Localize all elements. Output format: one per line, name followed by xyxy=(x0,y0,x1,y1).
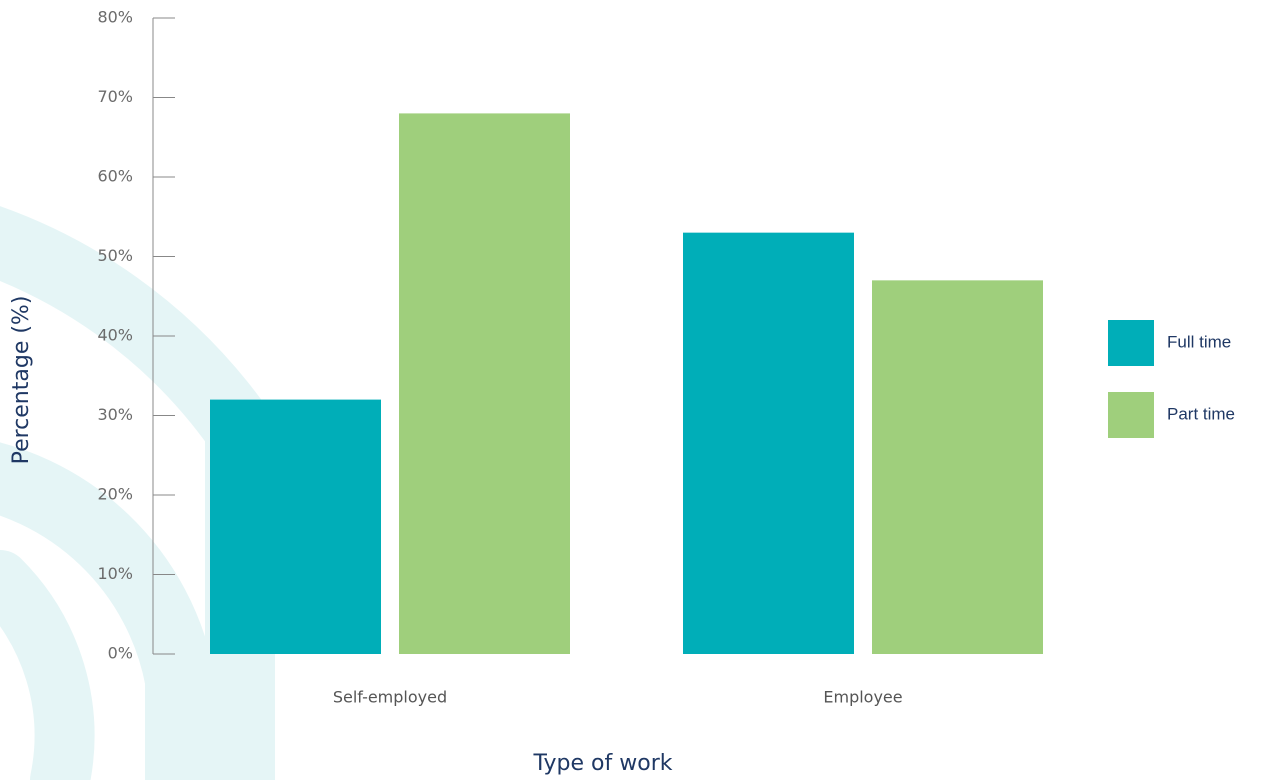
x-tick-label: Self-employed xyxy=(333,688,447,707)
y-tick-label: 50% xyxy=(97,246,133,265)
x-axis-title: Type of work xyxy=(533,751,673,776)
y-tick-label: 80% xyxy=(97,8,133,27)
bar xyxy=(872,280,1043,654)
bar xyxy=(683,232,854,654)
legend-label: Part time xyxy=(1167,404,1235,423)
y-tick-label: 20% xyxy=(97,485,133,504)
y-tick-label: 30% xyxy=(97,405,133,424)
background-decoration xyxy=(0,206,275,780)
x-tick-label: Employee xyxy=(823,688,902,707)
bar xyxy=(210,399,381,654)
y-tick-label: 10% xyxy=(97,564,133,583)
y-tick-label: 40% xyxy=(97,326,133,345)
legend-swatch xyxy=(1108,392,1154,438)
y-axis-title: Percentage (%) xyxy=(9,296,34,465)
y-tick-label: 70% xyxy=(97,87,133,106)
y-tick-label: 60% xyxy=(97,167,133,186)
bar xyxy=(399,113,570,654)
legend-swatch xyxy=(1108,320,1154,366)
y-tick-label: 0% xyxy=(108,644,133,663)
legend-label: Full time xyxy=(1167,332,1231,351)
